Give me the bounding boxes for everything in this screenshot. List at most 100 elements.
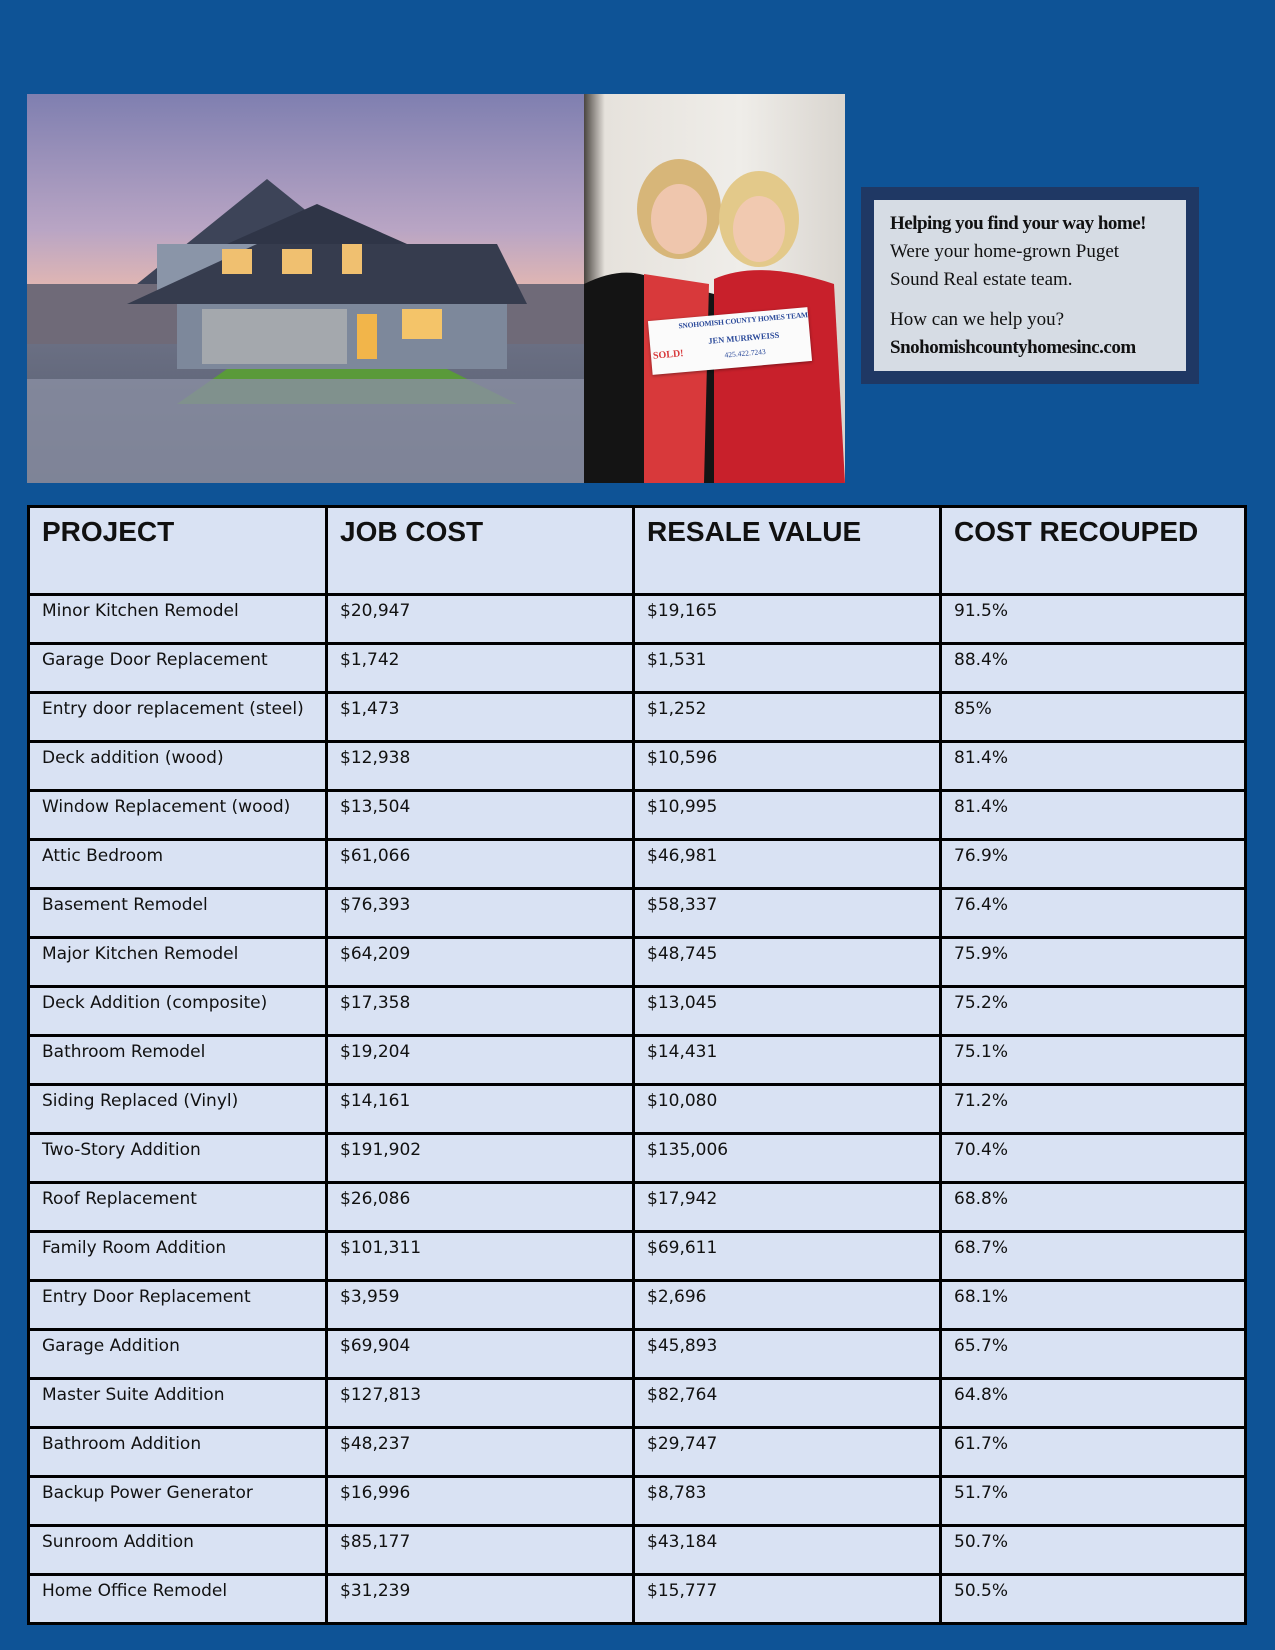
cell-project: Master Suite Addition bbox=[27, 1377, 328, 1429]
cell-cost-recouped: 51.7% bbox=[939, 1475, 1247, 1527]
agents-illustration bbox=[584, 159, 845, 483]
house-illustration bbox=[27, 179, 584, 483]
cell-project: Entry door replacement (steel) bbox=[27, 691, 328, 743]
cell-cost-recouped: 81.4% bbox=[939, 740, 1247, 792]
table-row: Master Suite Addition $127,813 $82,764 64.8… bbox=[27, 1377, 1247, 1429]
table-row: Garage Door Replacement $1,742 $1,531 88.4% bbox=[27, 642, 1247, 694]
agents-photo: SNOHOMISH COUNTY HOMES TEAM JEN MURRWEIS… bbox=[584, 94, 845, 483]
website-link[interactable]: Snohomishcountyhomesinc.com bbox=[890, 337, 1136, 358]
cell-project: Major Kitchen Remodel bbox=[27, 936, 328, 988]
cell-resale-value: $45,893 bbox=[632, 1328, 942, 1380]
table-row: Entry Door Replacement $3,959 $2,696 68.1% bbox=[27, 1279, 1247, 1331]
cell-cost-recouped: 85% bbox=[939, 691, 1247, 743]
table-row: Garage Addition $69,904 $45,893 65.7% bbox=[27, 1328, 1247, 1380]
table-row: Basement Remodel $76,393 $58,337 76.4% bbox=[27, 887, 1247, 939]
cell-project: Deck addition (wood) bbox=[27, 740, 328, 792]
table-row: Backup Power Generator $16,996 $8,783 51.7% bbox=[27, 1475, 1247, 1527]
cell-cost-recouped: 75.1% bbox=[939, 1034, 1247, 1086]
table-row: Deck Addition (composite) $17,358 $13,045 7… bbox=[27, 985, 1247, 1037]
cell-resale-value: $2,696 bbox=[632, 1279, 942, 1331]
cell-job-cost: $12,938 bbox=[325, 740, 635, 792]
table-row: Two-Story Addition $191,902 $135,006 70.4% bbox=[27, 1132, 1247, 1184]
table-row: Bathroom Addition $48,237 $29,747 61.7% bbox=[27, 1426, 1247, 1478]
cell-cost-recouped: 76.4% bbox=[939, 887, 1247, 939]
cell-project: Sunroom Addition bbox=[27, 1524, 328, 1576]
cell-project: Roof Replacement bbox=[27, 1181, 328, 1233]
cell-cost-recouped: 65.7% bbox=[939, 1328, 1247, 1380]
cell-project: Garage Addition bbox=[27, 1328, 328, 1380]
cell-resale-value: $29,747 bbox=[632, 1426, 942, 1478]
cell-cost-recouped: 64.8% bbox=[939, 1377, 1247, 1429]
cell-job-cost: $26,086 bbox=[325, 1181, 635, 1233]
header-project: PROJECT bbox=[27, 505, 328, 596]
cell-resale-value: $10,995 bbox=[632, 789, 942, 841]
cell-job-cost: $1,473 bbox=[325, 691, 635, 743]
cell-project: Two-Story Addition bbox=[27, 1132, 328, 1184]
cell-resale-value: $19,165 bbox=[632, 593, 942, 645]
cell-project: Minor Kitchen Remodel bbox=[27, 593, 328, 645]
cell-cost-recouped: 61.7% bbox=[939, 1426, 1247, 1478]
cell-job-cost: $1,742 bbox=[325, 642, 635, 694]
cell-cost-recouped: 68.1% bbox=[939, 1279, 1247, 1331]
cell-project: Siding Replaced (Vinyl) bbox=[27, 1083, 328, 1135]
table-row: Family Room Addition $101,311 $69,611 68.7% bbox=[27, 1230, 1247, 1282]
table-row: Deck addition (wood) $12,938 $10,596 81.4% bbox=[27, 740, 1247, 792]
cell-cost-recouped: 75.9% bbox=[939, 936, 1247, 988]
cell-project: Bathroom Remodel bbox=[27, 1034, 328, 1086]
cell-project: Home Office Remodel bbox=[27, 1573, 328, 1625]
cell-project: Attic Bedroom bbox=[27, 838, 328, 890]
cell-resale-value: $48,745 bbox=[632, 936, 942, 988]
cell-project: Basement Remodel bbox=[27, 887, 328, 939]
cell-resale-value: $69,611 bbox=[632, 1230, 942, 1282]
cell-cost-recouped: 68.8% bbox=[939, 1181, 1247, 1233]
cell-resale-value: $135,006 bbox=[632, 1132, 942, 1184]
cell-resale-value: $15,777 bbox=[632, 1573, 942, 1625]
intro-text: Were your home-grown Puget Sound Real es… bbox=[890, 241, 1120, 290]
cell-cost-recouped: 88.4% bbox=[939, 642, 1247, 694]
question-text: How can we help you? bbox=[890, 309, 1065, 330]
cell-resale-value: $13,045 bbox=[632, 985, 942, 1037]
cell-job-cost: $69,904 bbox=[325, 1328, 635, 1380]
cell-job-cost: $3,959 bbox=[325, 1279, 635, 1331]
cell-job-cost: $61,066 bbox=[325, 838, 635, 890]
cell-project: Window Replacement (wood) bbox=[27, 789, 328, 841]
cell-cost-recouped: 50.7% bbox=[939, 1524, 1247, 1576]
sign-sold: SOLD! bbox=[652, 348, 684, 362]
cell-cost-recouped: 71.2% bbox=[939, 1083, 1247, 1135]
cell-job-cost: $19,204 bbox=[325, 1034, 635, 1086]
cell-resale-value: $17,942 bbox=[632, 1181, 942, 1233]
cell-project: Bathroom Addition bbox=[27, 1426, 328, 1478]
cell-job-cost: $31,239 bbox=[325, 1573, 635, 1625]
cell-cost-recouped: 68.7% bbox=[939, 1230, 1247, 1282]
cell-project: Backup Power Generator bbox=[27, 1475, 328, 1527]
table-row: Entry door replacement (steel) $1,473 $1,2… bbox=[27, 691, 1247, 743]
header-resale-value: RESALE VALUE bbox=[632, 505, 942, 596]
cell-resale-value: $10,080 bbox=[632, 1083, 942, 1135]
table-row: Major Kitchen Remodel $64,209 $48,745 75.9% bbox=[27, 936, 1247, 988]
table-header-row: PROJECT JOB COST RESALE VALUE COST RECOU… bbox=[27, 505, 1247, 596]
cell-resale-value: $14,431 bbox=[632, 1034, 942, 1086]
cell-resale-value: $1,531 bbox=[632, 642, 942, 694]
cell-cost-recouped: 50.5% bbox=[939, 1573, 1247, 1625]
cell-job-cost: $14,161 bbox=[325, 1083, 635, 1135]
cell-resale-value: $43,184 bbox=[632, 1524, 942, 1576]
table-row: Siding Replaced (Vinyl) $14,161 $10,080 71.… bbox=[27, 1083, 1247, 1135]
table-row: Roof Replacement $26,086 $17,942 68.8% bbox=[27, 1181, 1247, 1233]
cell-resale-value: $58,337 bbox=[632, 887, 942, 939]
cell-resale-value: $8,783 bbox=[632, 1475, 942, 1527]
table-row: Minor Kitchen Remodel $20,947 $19,165 91.5% bbox=[27, 593, 1247, 645]
cell-job-cost: $13,504 bbox=[325, 789, 635, 841]
cell-job-cost: $127,813 bbox=[325, 1377, 635, 1429]
remodel-cost-table: PROJECT JOB COST RESALE VALUE COST RECOU… bbox=[27, 505, 1247, 1625]
cell-project: Deck Addition (composite) bbox=[27, 985, 328, 1037]
info-box: Helping you find your way home! Were you… bbox=[861, 187, 1199, 384]
table-row: Window Replacement (wood) $13,504 $10,995 8… bbox=[27, 789, 1247, 841]
cell-cost-recouped: 81.4% bbox=[939, 789, 1247, 841]
table-row: Home Office Remodel $31,239 $15,777 50.5% bbox=[27, 1573, 1247, 1625]
cell-job-cost: $48,237 bbox=[325, 1426, 635, 1478]
house-photo bbox=[27, 94, 584, 483]
cell-resale-value: $1,252 bbox=[632, 691, 942, 743]
cell-cost-recouped: 70.4% bbox=[939, 1132, 1247, 1184]
cell-job-cost: $16,996 bbox=[325, 1475, 635, 1527]
table-row: Attic Bedroom $61,066 $46,981 76.9% bbox=[27, 838, 1247, 890]
